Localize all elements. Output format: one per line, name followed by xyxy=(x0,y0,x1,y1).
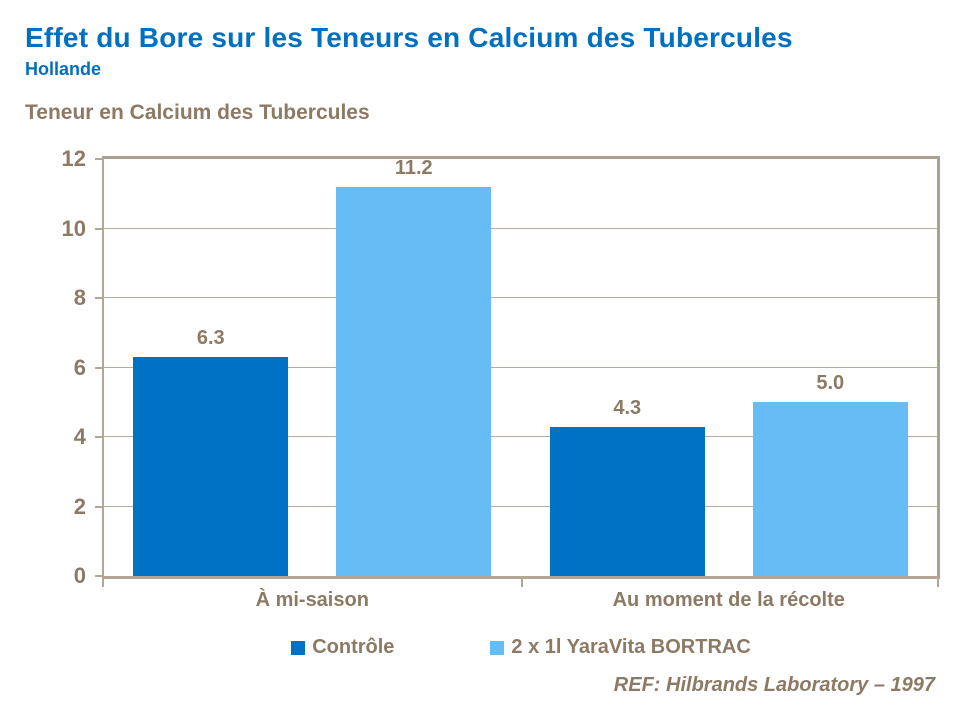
y-axis-label: 6 xyxy=(73,354,86,380)
bar-controle-group-2 xyxy=(549,426,705,576)
x-category-label: Au moment de la récolte xyxy=(612,589,845,611)
legend-label: 2 x 1l YaraVita BORTRAC xyxy=(511,636,751,658)
y-tick-mark xyxy=(95,436,104,438)
bar-value-label: 4.3 xyxy=(613,396,642,419)
y-axis-label: 2 xyxy=(73,493,86,519)
y-tick-mark xyxy=(95,297,104,299)
page-subtitle: Hollande xyxy=(25,59,102,79)
y-axis-label: 8 xyxy=(73,285,86,310)
gridline xyxy=(104,297,937,298)
legend-swatch-icon xyxy=(490,640,505,655)
reference-text: REF: Hilbrands Laboratory – 1997 xyxy=(613,674,935,696)
page-title: Effet du Bore sur les Teneurs en Calcium… xyxy=(25,22,793,53)
gridline xyxy=(104,366,937,368)
legend-swatch-icon xyxy=(291,640,306,655)
legend-item-bortrac: 2 x 1l YaraVita BORTRAC xyxy=(490,636,751,659)
y-axis-label: 0 xyxy=(73,563,86,588)
bar-value-label: 11.2 xyxy=(394,156,433,179)
y-axis-label: 12 xyxy=(61,146,86,171)
bar-bortrac-group-2 xyxy=(752,402,908,576)
legend-item-controle: Contrôle xyxy=(291,636,394,659)
x-tick-mark xyxy=(102,579,104,587)
x-tick-mark xyxy=(520,579,523,587)
chart-legend: Contrôle 2 x 1l YaraVita BORTRAC xyxy=(102,636,940,659)
gridline xyxy=(104,505,937,507)
chart-plot-area: 6.3 4.3 11.2 5.0 xyxy=(102,156,940,579)
bar-controle-group-1 xyxy=(133,357,289,576)
y-tick-mark xyxy=(95,366,104,369)
y-tick-mark xyxy=(95,575,104,577)
y-axis-label: 10 xyxy=(61,215,86,241)
gridline xyxy=(104,227,937,229)
y-tick-mark xyxy=(95,227,104,230)
bar-bortrac-group-1 xyxy=(336,186,492,576)
x-category-label: À mi-saison xyxy=(255,589,369,611)
y-tick-mark xyxy=(95,158,104,160)
gridline xyxy=(104,436,937,437)
y-tick-mark xyxy=(95,505,104,508)
chart-title: Teneur en Calcium des Tubercules xyxy=(25,101,370,124)
bar-value-label: 5.0 xyxy=(816,372,845,395)
y-axis-label: 4 xyxy=(73,424,86,449)
legend-label: Contrôle xyxy=(312,636,395,658)
bar-value-label: 6.3 xyxy=(196,327,225,350)
x-tick-mark xyxy=(937,579,939,587)
